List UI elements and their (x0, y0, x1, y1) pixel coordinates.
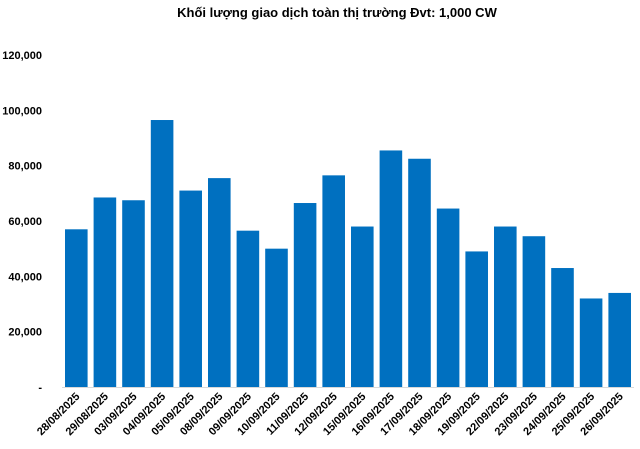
chart-title: Khối lượng giao dịch toàn thị trường Đvt… (177, 5, 497, 20)
bar (379, 150, 403, 387)
y-tick-label: 100,000 (2, 105, 42, 117)
y-tick-label: 120,000 (2, 50, 42, 62)
bar (465, 251, 488, 387)
bar (122, 200, 145, 387)
bar (322, 175, 345, 387)
bar (150, 120, 174, 388)
bar (494, 226, 517, 387)
y-tick-label: 80,000 (8, 161, 42, 173)
y-axis: - 20,000 40,000 60,000 80,000 100,000 120,000 (2, 50, 42, 394)
bars (65, 120, 631, 388)
bar (236, 230, 260, 387)
bar (579, 298, 603, 387)
y-tick-label: 40,000 (8, 271, 42, 283)
bar (208, 178, 231, 387)
bar (351, 226, 374, 387)
bar (179, 190, 202, 387)
bar (265, 248, 288, 387)
bar (408, 158, 431, 387)
x-axis: 28/08/202529/08/202503/09/202504/09/2025… (35, 387, 634, 438)
y-tick-label: 20,000 (8, 327, 42, 339)
y-tick-label: 60,000 (8, 216, 42, 228)
bar (608, 292, 631, 387)
bar (65, 229, 88, 387)
y-tick-label: - (38, 382, 42, 394)
bar (93, 197, 117, 387)
bar (522, 236, 546, 387)
bar (436, 208, 460, 387)
bar (293, 203, 317, 387)
bar (551, 268, 574, 387)
